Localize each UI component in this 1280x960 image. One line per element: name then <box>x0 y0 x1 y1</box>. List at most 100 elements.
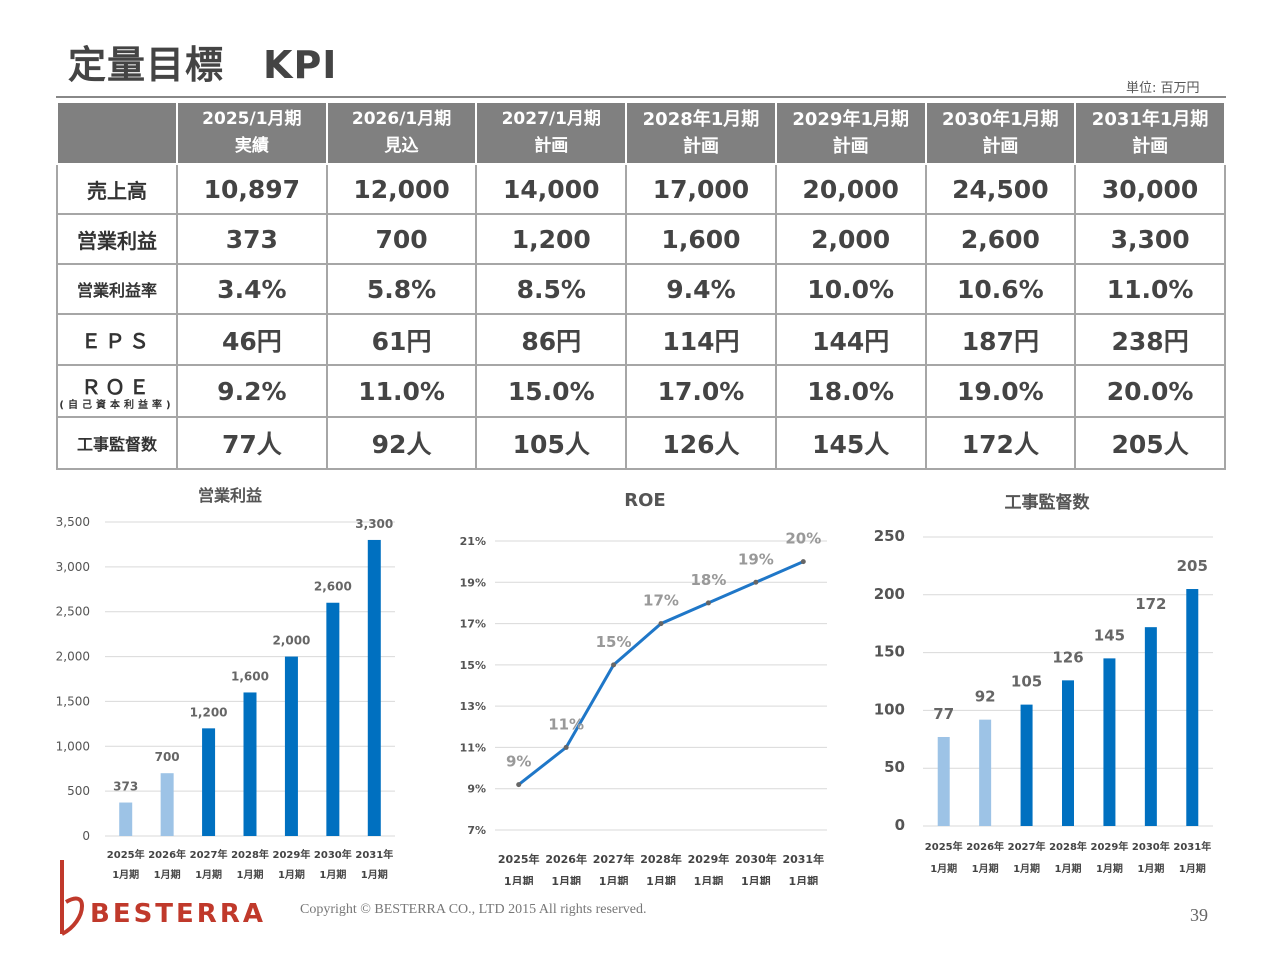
table-cell: 700 <box>325 213 478 265</box>
data-point <box>611 662 617 668</box>
x-tick-label: 2031年 <box>355 848 393 861</box>
x-tick-label: 1月期 <box>1137 862 1164 875</box>
x-tick-label: 1月期 <box>599 874 629 885</box>
x-tick-label: 1月期 <box>237 868 264 881</box>
x-tick-label: 1月期 <box>972 862 999 875</box>
table-cell: 373 <box>176 213 328 265</box>
row-label: 営業利益率 <box>56 263 178 315</box>
copyright-text: Copyright © BESTERRA CO., LTD 2015 All r… <box>300 902 647 917</box>
data-label: 92 <box>975 688 996 706</box>
y-tick-label: 500 <box>67 784 90 798</box>
x-tick-label: 2031年 <box>782 852 824 866</box>
x-tick-label: 1月期 <box>741 874 771 885</box>
table-cell: 144円 <box>774 313 927 366</box>
table-cell: 114円 <box>625 313 777 366</box>
y-tick-label: 3,000 <box>56 560 90 574</box>
table-cell: 10.6% <box>924 263 1077 315</box>
bar <box>1020 704 1033 826</box>
table-cell: 30,000 <box>1074 163 1226 215</box>
x-tick-label: 2029年 <box>688 852 730 866</box>
y-tick-label: 19% <box>460 576 486 589</box>
supervisors-bar-chart: 0 50 100 150 200 250 2025年 1月期 2026年 1月期 2027年 1月期 2… <box>874 527 1213 875</box>
table-row: 工事監督数 77人 92人 105人 126人 145人 172人 205人 <box>56 416 1226 470</box>
column-header: 2031年1月期 計画 <box>1074 101 1226 165</box>
table-cell: 92人 <box>325 416 478 470</box>
x-tick-label: 2028年 <box>1049 840 1087 853</box>
table-cell: 2,600 <box>924 213 1077 265</box>
y-tick-label: 2,500 <box>56 605 90 619</box>
x-tick-label: 2030年 <box>1132 840 1170 853</box>
data-label: 1,200 <box>190 705 228 719</box>
y-tick-label: 2,000 <box>56 650 90 664</box>
table-row: 売上高 10,897 12,000 14,000 17,000 20,000 24,500 3… <box>56 163 1226 215</box>
x-tick-label: 2030年 <box>735 852 777 866</box>
y-tick-label: 250 <box>874 527 905 545</box>
x-tick-label: 1月期 <box>154 868 181 881</box>
chart-title-operating-profit: 営業利益 <box>197 486 262 505</box>
table-cell: 77人 <box>176 416 328 470</box>
bar <box>937 736 950 826</box>
chart-title-roe: ROE <box>624 490 666 511</box>
table-cell: 105人 <box>475 416 628 470</box>
y-tick-label: 200 <box>874 585 905 603</box>
x-tick-label: 1月期 <box>504 874 534 885</box>
column-status: 見込 <box>384 136 419 156</box>
table-cell: 20.0% <box>1074 364 1226 418</box>
column-header: 2027/1月期 計画 <box>475 101 628 165</box>
table-cell: 2,000 <box>774 213 927 265</box>
row-label: 営業利益 <box>56 213 178 265</box>
x-tick-label: 1月期 <box>1096 862 1123 875</box>
data-label: 20% <box>785 530 821 548</box>
table-row: ＥＰＳ 46円 61円 86円 114円 144円 187円 238円 <box>56 313 1226 366</box>
table-cell: 19.0% <box>924 364 1077 418</box>
x-tick-label: 2029年 <box>273 848 311 861</box>
table-cell: 20,000 <box>774 163 927 215</box>
row-label: ＥＰＳ <box>56 313 178 366</box>
row-label-subtext: (自己資本利益率) <box>59 399 175 411</box>
row-label-text: ＲＯＥ <box>81 374 153 399</box>
x-tick-label: 2030年 <box>314 848 352 861</box>
page-title: 定量目標 KPI <box>68 43 338 87</box>
header-corner-cell <box>56 101 178 165</box>
chart-title-supervisors: 工事監督数 <box>1004 493 1090 513</box>
x-tick-label: 2027年 <box>1008 840 1046 853</box>
x-tick-label: 1月期 <box>1055 862 1082 875</box>
row-label-text: 営業利益 <box>77 228 157 253</box>
y-tick-label: 21% <box>460 535 486 548</box>
bar <box>367 539 381 836</box>
row-label-text: 工事監督数 <box>76 435 157 454</box>
x-tick-label: 1月期 <box>278 868 305 881</box>
x-tick-label: 1月期 <box>319 868 346 881</box>
column-period: 2025/1月期 <box>202 109 302 129</box>
column-header: 2029年1月期 計画 <box>774 101 927 165</box>
logo-mark <box>60 860 85 936</box>
table-cell: 17,000 <box>625 163 777 215</box>
table-row: 営業利益 373 700 1,200 1,600 2,000 2,600 3,300 <box>56 213 1226 265</box>
x-tick-label: 2028年 <box>231 848 269 861</box>
table-row: 営業利益率 3.4% 5.8% 8.5% 9.4% 10.0% 10.6% 11.0% <box>56 263 1226 315</box>
bar <box>1062 680 1074 826</box>
table-cell: 11.0% <box>325 364 478 418</box>
table-cell: 14,000 <box>475 163 628 215</box>
data-label: 145 <box>1094 626 1125 644</box>
table-cell: 10,897 <box>176 163 328 215</box>
column-header: 2028年1月期 計画 <box>625 101 777 165</box>
row-label: 売上高 <box>56 163 178 215</box>
table-cell: 126人 <box>625 416 777 470</box>
x-tick-label: 2025年 <box>107 848 145 861</box>
table-row: ＲＯＥ (自己資本利益率) 9.2% 11.0% 15.0% 17.0% 18.0% 19.0… <box>56 364 1226 418</box>
operating-profit-bar-chart: 0 500 1,000 1,500 2,000 2,500 3,000 3,500 2025年 1… <box>56 515 395 881</box>
x-tick-label: 2027年 <box>593 852 635 866</box>
row-label-text: 売上高 <box>87 178 147 203</box>
column-status: 計画 <box>832 136 869 157</box>
bar <box>119 802 133 836</box>
data-label: 2,000 <box>272 634 310 648</box>
table-cell: 10.0% <box>774 263 927 315</box>
y-tick-label: 150 <box>874 643 905 661</box>
data-label: 19% <box>738 550 774 568</box>
bar <box>326 602 340 836</box>
bar <box>160 773 174 836</box>
data-label: 3,300 <box>355 517 393 531</box>
x-tick-label: 1月期 <box>788 874 818 885</box>
data-label: 1,600 <box>231 669 269 683</box>
